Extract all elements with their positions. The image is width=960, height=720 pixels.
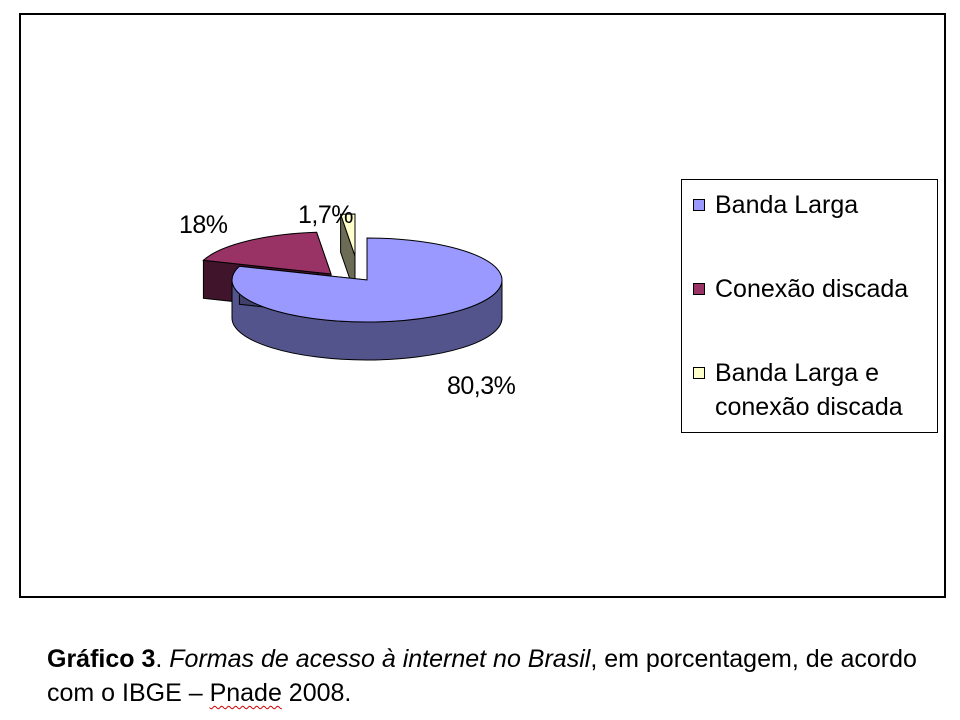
chart-legend: Banda Larga Conexão discada Banda Larga …	[681, 179, 938, 433]
legend-label-conexao-discada: Conexão discada	[715, 275, 909, 303]
legend-label-banda-larga: Banda Larga	[715, 191, 859, 219]
pie-slice-banda-larga	[231, 237, 503, 361]
slice-label-ambos: 1,7%	[298, 201, 353, 229]
slice-label-conexao-discada: 18%	[179, 211, 228, 239]
legend-swatch-banda-larga	[693, 199, 705, 211]
caption-year: 2008.	[281, 679, 352, 707]
figure-caption: Gráfico 3. Formas de acesso à internet n…	[47, 642, 937, 710]
caption-label: Gráfico 3	[47, 645, 156, 673]
caption-text: , em porcentagem, de acordo com o IBGE –	[47, 645, 917, 707]
pie-chart	[202, 213, 503, 361]
legend-swatch-conexao-discada	[693, 283, 705, 295]
legend-label-ambos: Banda Larga e conexão discada	[715, 359, 903, 421]
caption-separator: .	[155, 645, 170, 673]
chart-area: 18% 1,7% 80,3% Banda Larga Conexão disca…	[19, 13, 946, 598]
legend-swatch-ambos	[693, 367, 705, 379]
caption-title: Formas de acesso à internet no Brasil	[169, 645, 591, 673]
caption-source: Pnade	[209, 679, 282, 707]
slice-label-banda-larga: 80,3%	[447, 372, 516, 400]
